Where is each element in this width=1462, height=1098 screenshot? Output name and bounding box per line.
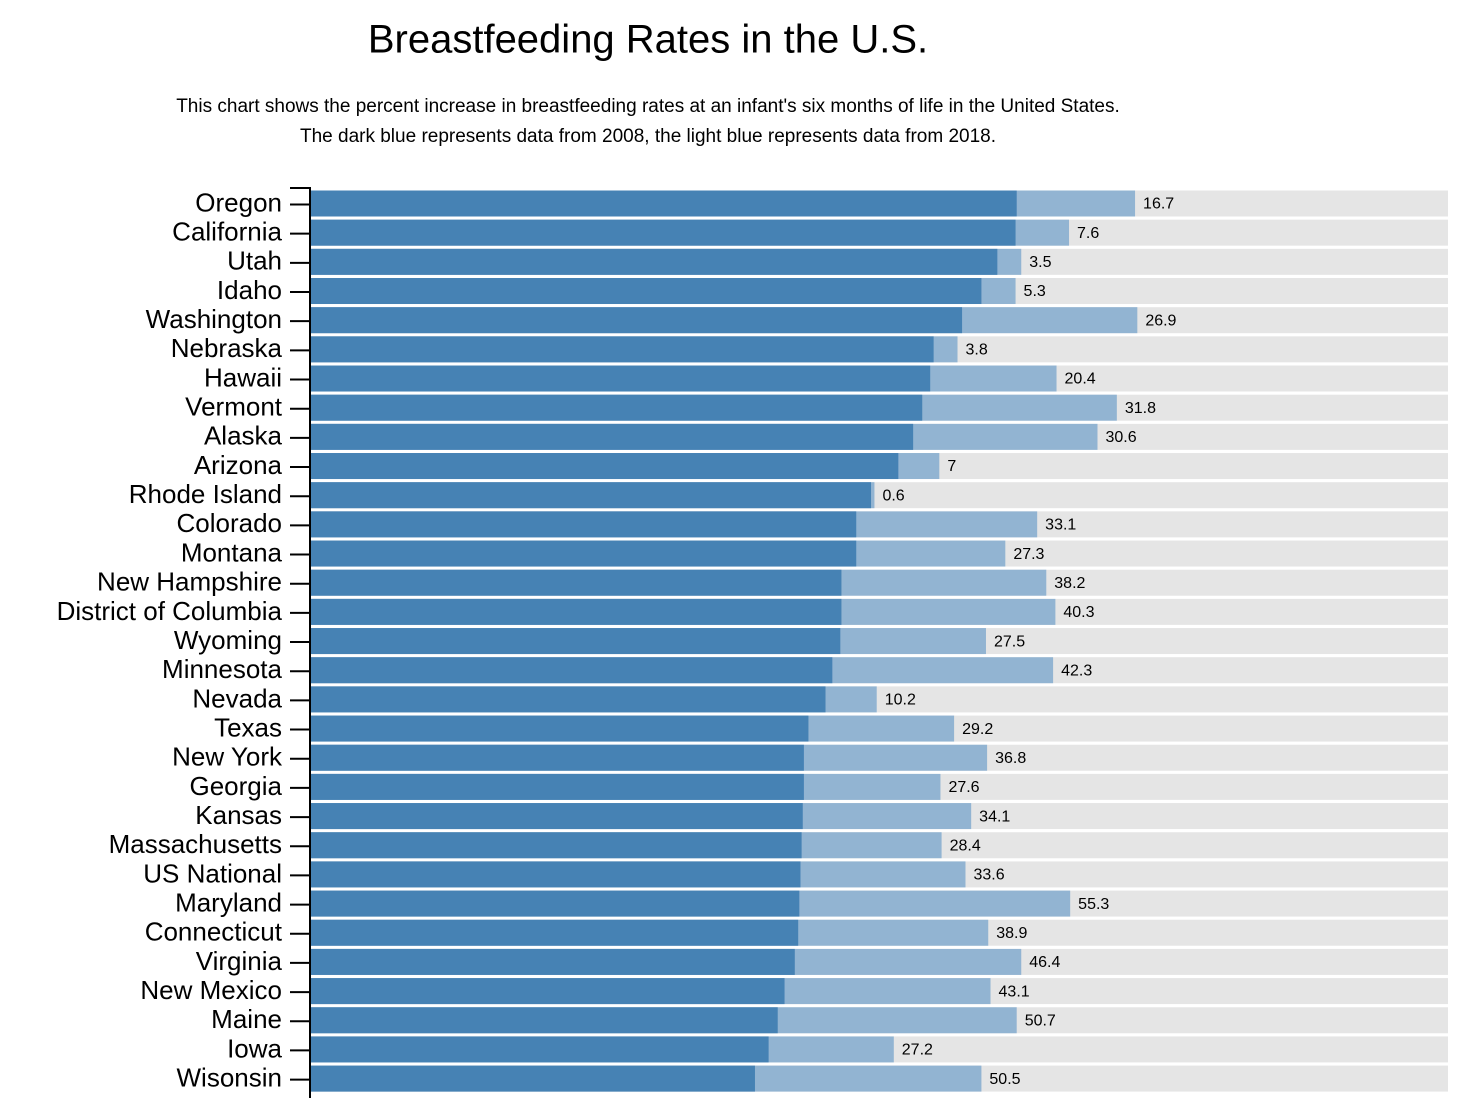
category-label: Vermont [185, 392, 283, 422]
value-label: 3.5 [1029, 254, 1051, 271]
category-label: Kansas [195, 800, 282, 830]
bar [310, 744, 804, 771]
bar [310, 890, 800, 917]
bar [310, 278, 982, 305]
category-label: Colorado [176, 508, 282, 538]
value-label: 27.6 [948, 779, 979, 796]
value-label: 16.7 [1143, 196, 1174, 213]
bar [310, 715, 809, 742]
category-label: Idaho [217, 275, 282, 305]
bar [310, 336, 934, 363]
value-label: 27.3 [1013, 546, 1044, 563]
category-label: Oregon [195, 187, 282, 217]
category-label: Arizona [194, 450, 283, 480]
value-label: 31.8 [1125, 400, 1156, 417]
value-label: 34.1 [979, 808, 1010, 825]
value-label: 40.3 [1063, 604, 1094, 621]
bar [310, 540, 857, 567]
value-label: 30.6 [1105, 429, 1136, 446]
value-label: 36.8 [995, 750, 1026, 767]
bar [310, 598, 842, 625]
bar [310, 657, 833, 684]
category-label: Virginia [196, 946, 283, 976]
bar [310, 1036, 769, 1063]
bar [310, 365, 931, 392]
bar [310, 248, 998, 275]
category-label: Wisonsin [177, 1062, 282, 1092]
value-label: 33.1 [1045, 517, 1076, 534]
category-label: California [172, 217, 282, 247]
bar [310, 511, 857, 538]
bar [310, 948, 795, 975]
bar [310, 773, 804, 800]
value-label: 0.6 [882, 487, 904, 504]
category-label: Texas [214, 712, 282, 742]
category-label: Maine [211, 1004, 282, 1034]
bar [310, 394, 923, 421]
category-label: Utah [227, 246, 282, 276]
bar [310, 190, 1017, 217]
value-label: 50.7 [1025, 1012, 1056, 1029]
bar [310, 803, 803, 830]
bar [310, 569, 842, 596]
value-label: 10.2 [885, 692, 916, 709]
value-label: 33.6 [973, 867, 1004, 884]
category-label: Minnesota [162, 654, 282, 684]
bar [310, 219, 1016, 246]
category-label: Maryland [175, 887, 282, 917]
category-label: New Mexico [140, 975, 282, 1005]
bar [310, 423, 914, 450]
category-label: Washington [146, 304, 282, 334]
category-label: Wyoming [174, 625, 282, 655]
category-label: Massachusetts [109, 829, 282, 859]
bar [310, 978, 785, 1005]
value-label: 38.9 [996, 925, 1027, 942]
value-label: 7 [947, 458, 956, 475]
chart-title: Breastfeeding Rates in the U.S. [368, 18, 928, 62]
chart-subtitle: This chart shows the percent increase in… [176, 96, 1120, 117]
bar [310, 453, 899, 480]
value-label: 3.8 [966, 342, 988, 359]
category-label: Alaska [204, 421, 283, 451]
value-label: 27.2 [902, 1042, 933, 1059]
bar [310, 628, 841, 655]
category-label: Nebraska [171, 333, 283, 363]
category-label: Iowa [227, 1033, 282, 1063]
value-label: 38.2 [1054, 575, 1085, 592]
category-label: Connecticut [145, 917, 283, 947]
value-label: 43.1 [999, 983, 1030, 1000]
value-label: 46.4 [1029, 954, 1060, 971]
category-label: US National [143, 858, 282, 888]
bar [310, 861, 801, 888]
category-label: Nevada [192, 683, 282, 713]
value-label: 55.3 [1078, 896, 1109, 913]
bar [310, 832, 802, 859]
value-label: 50.5 [989, 1071, 1020, 1088]
value-label: 20.4 [1065, 371, 1096, 388]
chart-subtitle: The dark blue represents data from 2008,… [300, 126, 996, 147]
category-label: New York [172, 742, 283, 772]
bar [310, 482, 872, 509]
value-label: 29.2 [962, 721, 993, 738]
bar [310, 1007, 778, 1034]
category-label: Montana [181, 537, 283, 567]
value-label: 28.4 [950, 837, 981, 854]
value-label: 5.3 [1024, 283, 1046, 300]
category-label: Georgia [190, 771, 283, 801]
category-label: Rhode Island [129, 479, 282, 509]
bar [310, 307, 963, 334]
category-label: Hawaii [204, 362, 282, 392]
category-label: New Hampshire [97, 567, 282, 597]
value-label: 7.6 [1077, 225, 1099, 242]
value-label: 26.9 [1145, 312, 1176, 329]
value-label: 27.5 [994, 633, 1025, 650]
bar [310, 919, 799, 946]
bar [310, 686, 826, 713]
bar [310, 1065, 755, 1092]
value-label: 42.3 [1061, 662, 1092, 679]
category-label: District of Columbia [57, 596, 283, 626]
